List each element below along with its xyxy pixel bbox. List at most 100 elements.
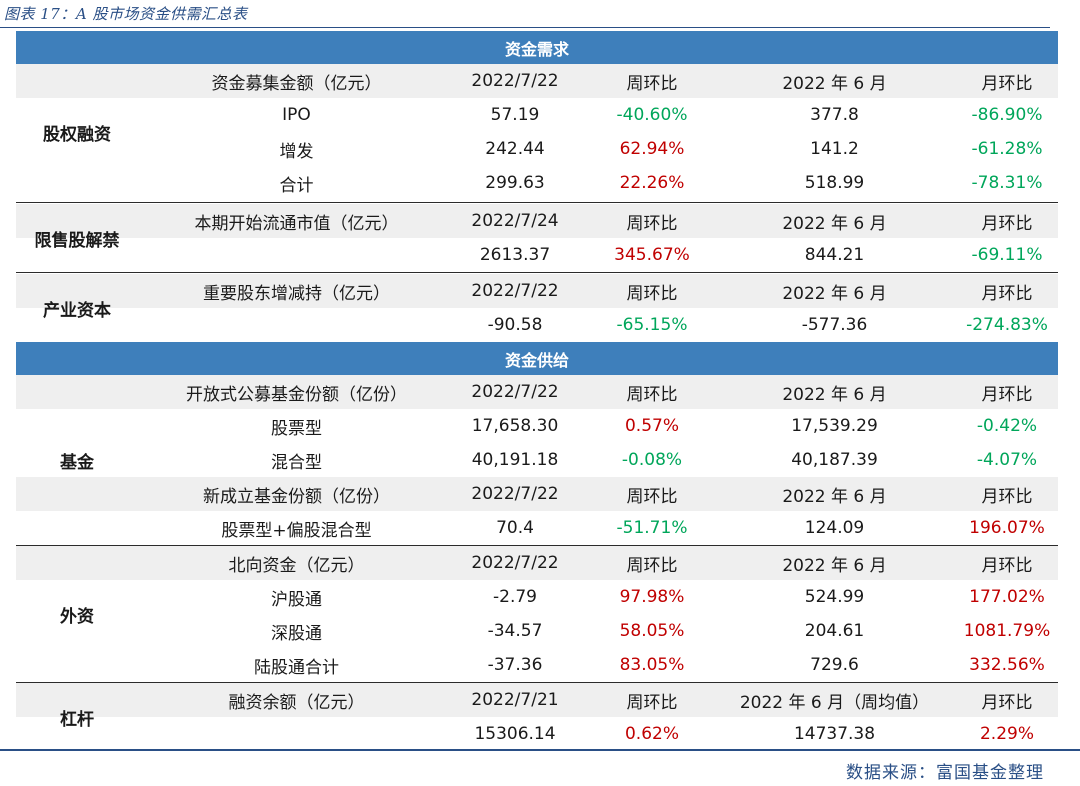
table-row: 股票型 17,658.30 0.57% 17,539.29 -0.42% (16, 409, 1058, 443)
week-date: 2022/7/21 (471, 690, 559, 710)
week-change: 周环比 (626, 213, 678, 234)
row-label: 融资余额（亿元） (228, 692, 365, 713)
table-row: 北向资金（亿元） 2022/7/22 周环比 2022 年 6 月 月环比 (16, 546, 1058, 580)
table-row: 混合型 40,191.18 -0.08% 40,187.39 -4.07% (16, 443, 1058, 477)
group-label-unlock: 限售股解禁 (34, 230, 120, 251)
month-change: -0.42% (976, 416, 1038, 436)
week-value: 17,658.30 (471, 416, 559, 436)
month-change: 月环比 (981, 692, 1033, 713)
table-row: 本期开始流通市值（亿元） 2022/7/24 周环比 2022 年 6 月 月环… (16, 204, 1058, 238)
month-value: 2022 年 6 月 (782, 283, 887, 304)
month-change: 332.56% (969, 655, 1045, 675)
week-date: 2022/7/22 (471, 553, 559, 573)
row-label: 资金募集金额（亿元） (211, 73, 382, 94)
table-row: 股票型+偏股混合型 70.4 -51.71% 124.09 196.07% (16, 511, 1058, 545)
row-label: 深股通 (271, 623, 322, 644)
row-label: 本期开始流通市值（亿元） (194, 213, 399, 234)
table-row: 15306.14 0.62% 14737.38 2.29% (16, 717, 1058, 751)
week-date: 2022/7/24 (471, 211, 559, 231)
month-change: 月环比 (981, 73, 1033, 94)
month-value: 40,187.39 (791, 450, 878, 470)
row-label: 北向资金（亿元） (228, 555, 365, 576)
week-change: -51.71% (616, 518, 688, 538)
month-value: 2022 年 6 月 (782, 73, 887, 94)
table-row: 重要股东增减持（亿元） 2022/7/22 周环比 2022 年 6 月 月环比 (16, 274, 1058, 308)
week-change: 周环比 (626, 283, 678, 304)
month-change: 月环比 (981, 486, 1033, 507)
group-label-leverage: 杠杆 (60, 709, 94, 730)
month-change: 月环比 (981, 555, 1033, 576)
row-label: 沪股通 (271, 589, 322, 610)
table-row: 2613.37 345.67% 844.21 -69.11% (16, 238, 1058, 272)
week-date: 2022/7/22 (471, 71, 559, 91)
week-value: 15306.14 (474, 724, 556, 744)
month-value: 2022 年 6 月 (782, 486, 887, 507)
month-change: -61.28% (971, 139, 1043, 159)
table-row: IPO 57.19 -40.60% 377.8 -86.90% (16, 98, 1058, 132)
row-label: 合计 (279, 175, 314, 196)
row-label: 重要股东增减持（亿元） (203, 283, 390, 304)
month-value: 204.61 (804, 621, 865, 641)
week-change: -65.15% (616, 315, 688, 335)
row-label: 开放式公募基金份额（亿份） (186, 384, 407, 405)
week-date: 2022/7/22 (471, 281, 559, 301)
section-header-demand: 资金需求 (16, 31, 1058, 64)
month-value: -577.36 (801, 315, 868, 335)
section-header-supply: 资金供给 (16, 342, 1058, 375)
week-change: 22.26% (619, 173, 685, 193)
table-row: 深股通 -34.57 58.05% 204.61 1081.79% (16, 614, 1058, 648)
group-divider (16, 202, 1058, 203)
table-row: 增发 242.44 62.94% 141.2 -61.28% (16, 132, 1058, 166)
month-change: 1081.79% (963, 621, 1051, 641)
row-label (154, 308, 439, 342)
week-change: 58.05% (619, 621, 685, 641)
week-value: -2.79 (493, 587, 537, 607)
month-change: -86.90% (971, 105, 1043, 125)
table-row: 合计 299.63 22.26% 518.99 -78.31% (16, 166, 1058, 200)
group-label-industry: 产业资本 (43, 300, 111, 321)
caption-divider (0, 27, 1050, 28)
row-label: 新成立基金份额（亿份） (203, 486, 390, 507)
week-change: 周环比 (626, 692, 678, 713)
table-row: 开放式公募基金份额（亿份） 2022/7/22 周环比 2022 年 6 月 月… (16, 375, 1058, 409)
row-label: 股票型+偏股混合型 (221, 520, 372, 541)
table-bottom-rule (0, 749, 1080, 751)
table-row: 资金募集金额（亿元） 2022/7/22 周环比 2022 年 6 月 月环比 (16, 64, 1058, 98)
month-change: -4.07% (976, 450, 1038, 470)
month-value: 14737.38 (793, 724, 876, 744)
week-value: 40,191.18 (471, 450, 559, 470)
row-label (154, 238, 439, 272)
week-change: -40.60% (616, 105, 688, 125)
month-value: 141.2 (810, 139, 859, 159)
month-change: -78.31% (971, 173, 1043, 193)
week-change: 0.57% (624, 416, 679, 436)
week-value: -90.58 (487, 315, 543, 335)
row-label: 增发 (279, 141, 314, 162)
week-change: -0.08% (621, 450, 683, 470)
group-divider (16, 545, 1058, 546)
week-change: 0.62% (624, 724, 679, 744)
week-value: 299.63 (485, 173, 545, 193)
month-value: 2022 年 6 月 (782, 555, 887, 576)
week-change: 83.05% (619, 655, 685, 675)
month-change: 196.07% (969, 518, 1045, 538)
week-change: 97.98% (619, 587, 685, 607)
table-row: 陆股通合计 -37.36 83.05% 729.6 332.56% (16, 648, 1058, 682)
month-value: 729.6 (810, 655, 859, 675)
week-value: 70.4 (496, 518, 534, 538)
source-note: 数据来源：富国基金整理 (846, 763, 1044, 783)
week-value: 2613.37 (479, 245, 551, 265)
row-label: 股票型 (271, 418, 322, 439)
month-value: 2022 年 6 月 (782, 384, 887, 405)
row-label: 陆股通合计 (254, 657, 339, 678)
week-change: 周环比 (626, 384, 678, 405)
row-label (154, 717, 439, 751)
month-change: 月环比 (981, 283, 1033, 304)
month-value: 518.99 (804, 173, 865, 193)
week-change: 周环比 (626, 486, 678, 507)
week-change: 周环比 (626, 555, 678, 576)
group-divider (16, 272, 1058, 273)
month-change: -274.83% (966, 315, 1048, 335)
month-value: 844.21 (804, 245, 865, 265)
month-value: 17,539.29 (791, 416, 878, 436)
